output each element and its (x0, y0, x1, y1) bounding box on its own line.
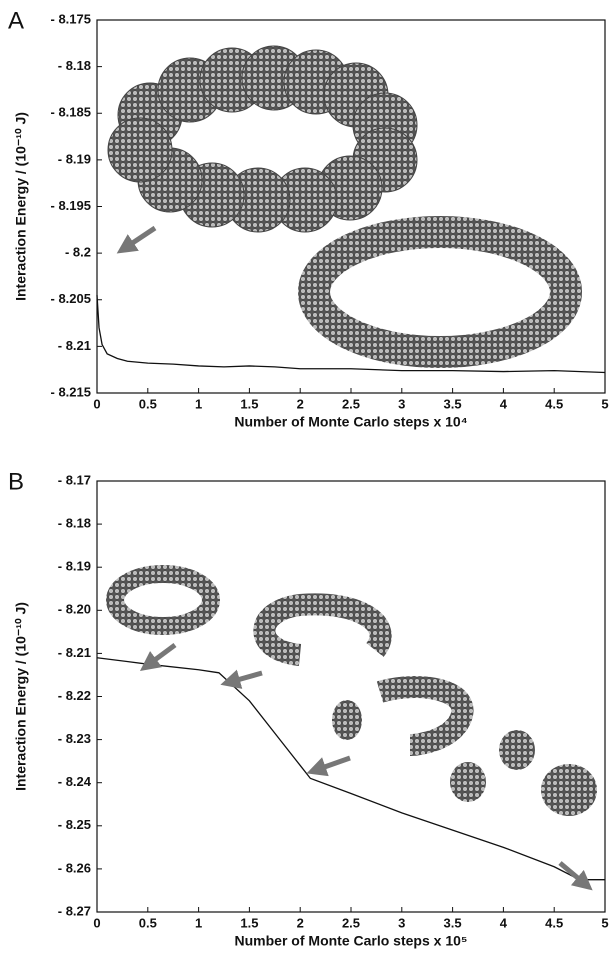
arrow (230, 673, 262, 682)
bead-ring (108, 46, 417, 232)
y-axis-label: Interaction Energy / (10⁻¹⁰ J) (13, 112, 29, 301)
y-tick-label: - 8.195 (51, 198, 91, 213)
x-tick-label: 5 (601, 915, 608, 930)
ring (115, 574, 211, 626)
y-tick-label: - 8.24 (58, 774, 92, 789)
y-tick-label: - 8.19 (58, 151, 91, 166)
y-tick-label: - 8.18 (58, 516, 91, 531)
x-tick-label: 4 (500, 396, 508, 411)
arrow (148, 645, 175, 665)
y-tick-label: - 8.17 (58, 472, 91, 487)
y-tick-label: - 8.18 (58, 58, 91, 73)
x-tick-label: 4 (500, 915, 508, 930)
y-tick-label: - 8.215 (51, 384, 91, 399)
y-tick-label: - 8.19 (58, 559, 91, 574)
y-tick-label: - 8.23 (58, 731, 91, 746)
arrow (560, 863, 585, 884)
y-tick-label: - 8.21 (58, 645, 91, 660)
x-tick-label: 3.5 (444, 396, 462, 411)
blob (332, 700, 362, 740)
x-tick-label: 1 (195, 396, 202, 411)
x-tick-label: 0 (93, 915, 100, 930)
arrow (316, 758, 350, 770)
y-tick-label: - 8.25 (58, 817, 91, 832)
x-tick-label: 4.5 (545, 396, 563, 411)
particle-illustrations (108, 46, 597, 884)
panel-label: A (8, 7, 24, 34)
x-tick-label: 4.5 (545, 915, 563, 930)
open-ring (264, 604, 380, 655)
x-tick-label: 2.5 (342, 396, 360, 411)
x-tick-label: 3 (398, 915, 405, 930)
y-axis-label: Interaction Energy / (10⁻¹⁰ J) (13, 602, 29, 791)
plot-frame (97, 481, 605, 912)
x-tick-label: 0.5 (139, 915, 157, 930)
x-tick-label: 0.5 (139, 396, 157, 411)
blob (450, 762, 486, 802)
y-tick-label: - 8.2 (65, 245, 91, 260)
x-axis-label: Number of Monte Carlo steps x 10⁴ (234, 414, 467, 430)
panel-label: B (8, 468, 24, 495)
y-tick-label: - 8.185 (51, 105, 91, 120)
y-tick-label: - 8.26 (58, 860, 91, 875)
torus (314, 232, 566, 352)
x-axis-label: Number of Monte Carlo steps x 10⁵ (235, 933, 468, 949)
x-tick-label: 1 (195, 915, 202, 930)
arrow (125, 228, 155, 248)
data-line (97, 658, 605, 880)
y-tick-label: - 8.20 (58, 602, 91, 617)
x-tick-label: 5 (601, 396, 608, 411)
blob (541, 764, 597, 816)
x-tick-label: 3.5 (444, 915, 462, 930)
y-tick-label: - 8.205 (51, 291, 91, 306)
c-shape (380, 687, 463, 745)
x-tick-label: 2.5 (342, 915, 360, 930)
blob (499, 730, 535, 770)
x-tick-label: 1.5 (240, 915, 258, 930)
y-tick-label: - 8.21 (58, 338, 91, 353)
y-tick-label: - 8.22 (58, 688, 91, 703)
x-tick-label: 1.5 (240, 396, 258, 411)
x-tick-label: 2 (297, 396, 304, 411)
x-tick-label: 3 (398, 396, 405, 411)
x-tick-label: 0 (93, 396, 100, 411)
figure: A- 8.175- 8.18- 8.185- 8.19- 8.195- 8.2-… (0, 0, 609, 953)
y-tick-label: - 8.175 (51, 11, 91, 26)
y-tick-label: - 8.27 (58, 903, 91, 918)
x-tick-label: 2 (297, 915, 304, 930)
